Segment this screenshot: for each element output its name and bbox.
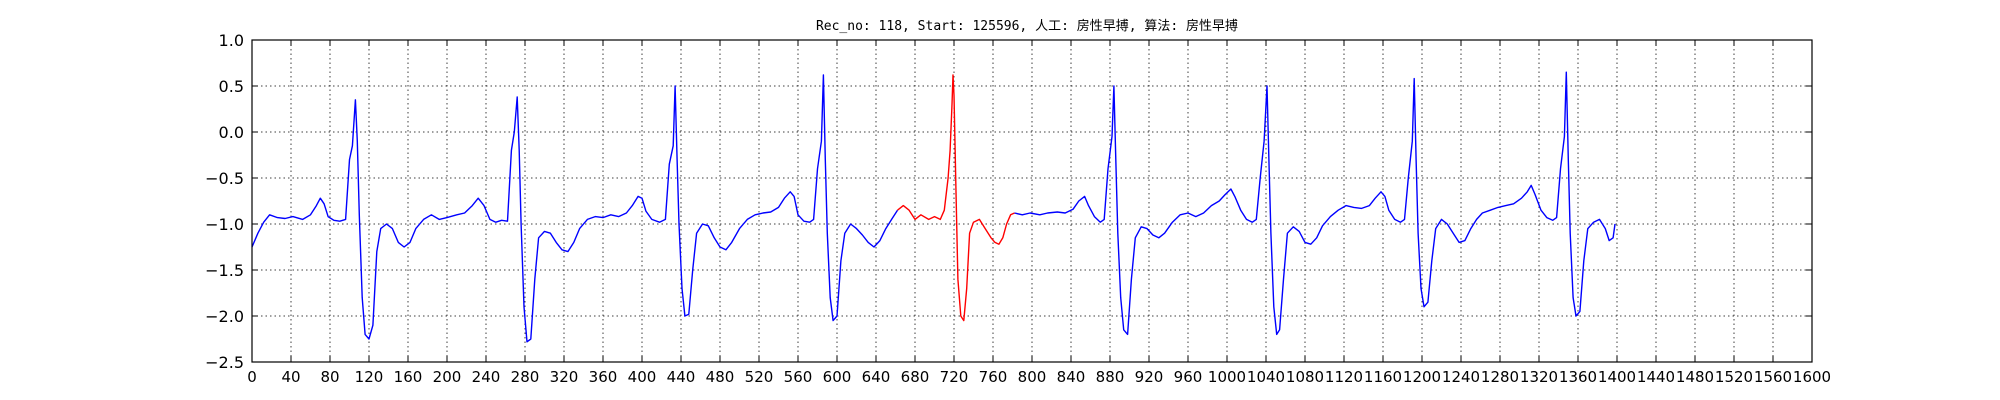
- x-tick-label: 640: [862, 368, 891, 386]
- x-tick-label: 320: [550, 368, 579, 386]
- x-tick-label: 800: [1018, 368, 1047, 386]
- x-tick-label: 920: [1135, 368, 1164, 386]
- x-tick-label: 440: [667, 368, 696, 386]
- x-tick-label: 1200: [1403, 368, 1441, 386]
- chart-title: Rec_no: 118, Start: 125596, 人工: 房性早搏, 算法…: [816, 18, 1238, 34]
- x-tick-label: 1520: [1715, 368, 1753, 386]
- x-tick-label: 1560: [1754, 368, 1792, 386]
- x-tick-label: 1080: [1286, 368, 1324, 386]
- x-tick-label: 1400: [1598, 368, 1636, 386]
- y-axis: 1.0 0.5 0.0 −0.5 −1.0 −1.5 −2.0 −2.5: [205, 31, 1812, 372]
- x-tick-label: 400: [628, 368, 657, 386]
- x-tick-label: 1480: [1676, 368, 1714, 386]
- ecg-series-line: [1014, 71, 1616, 336]
- x-tick-label: 1120: [1325, 368, 1363, 386]
- x-tick-label: 520: [745, 368, 774, 386]
- x-axis: 0 40 80 120 160 200 240 280 320 360 400 440 480 520 56…: [247, 40, 1831, 386]
- x-tick-label: 1000: [1208, 368, 1246, 386]
- x-tick-label: 1240: [1442, 368, 1480, 386]
- y-tick-label: 0.5: [219, 77, 244, 96]
- x-tick-label: 280: [511, 368, 540, 386]
- x-tick-label: 680: [901, 368, 930, 386]
- x-tick-label: 880: [1096, 368, 1125, 386]
- x-tick-label: 360: [589, 368, 618, 386]
- x-tick-label: 200: [433, 368, 462, 386]
- y-tick-label: 0.0: [219, 123, 244, 142]
- x-tick-label: 40: [281, 368, 300, 386]
- x-tick-label: 240: [472, 368, 501, 386]
- x-tick-label: 600: [823, 368, 852, 386]
- x-tick-label: 840: [1057, 368, 1086, 386]
- x-tick-label: 120: [355, 368, 384, 386]
- grid: [252, 40, 1812, 362]
- y-tick-label: 1.0: [219, 31, 244, 50]
- y-tick-label: −1.5: [205, 261, 244, 280]
- x-tick-label: 1280: [1481, 368, 1519, 386]
- x-tick-label: 720: [940, 368, 969, 386]
- x-tick-label: 1440: [1637, 368, 1675, 386]
- x-tick-label: 1040: [1247, 368, 1285, 386]
- x-tick-label: 1160: [1364, 368, 1402, 386]
- ecg-series-line: [251, 74, 899, 343]
- x-tick-label: 80: [320, 368, 339, 386]
- x-tick-label: 0: [247, 368, 257, 386]
- x-tick-label: 1360: [1559, 368, 1597, 386]
- ecg-series-line: [897, 74, 1015, 322]
- x-tick-label: 560: [784, 368, 813, 386]
- x-tick-label: 1320: [1520, 368, 1558, 386]
- y-tick-label: −2.5: [205, 353, 244, 372]
- x-tick-label: 160: [394, 368, 423, 386]
- x-tick-label: 480: [706, 368, 735, 386]
- y-tick-label: −0.5: [205, 169, 244, 188]
- x-tick-label: 1600: [1793, 368, 1831, 386]
- x-tick-label: 760: [979, 368, 1008, 386]
- x-tick-label: 960: [1174, 368, 1203, 386]
- y-tick-label: −1.0: [205, 215, 244, 234]
- y-tick-label: −2.0: [205, 307, 244, 326]
- series: [251, 71, 1616, 343]
